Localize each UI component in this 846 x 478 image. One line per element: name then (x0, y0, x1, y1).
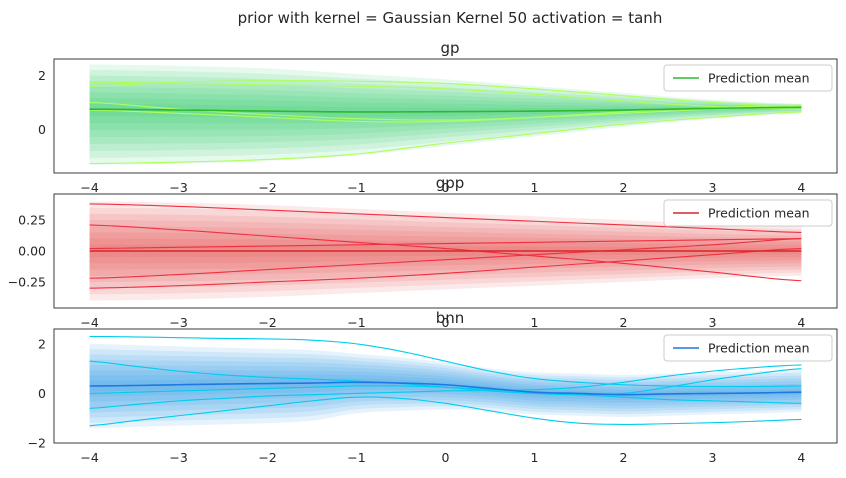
sample-curve (89, 81, 802, 110)
x-tick-label: 3 (708, 180, 716, 195)
confidence-band (89, 70, 802, 158)
prediction-mean-line (89, 381, 802, 396)
x-tick-label: 3 (708, 450, 716, 465)
y-axis-gp: 02 (38, 68, 46, 137)
y-axis-bnn: −2 0 2 (28, 336, 46, 450)
x-tick-label: 1 (531, 315, 539, 330)
sample-curve (89, 385, 802, 404)
y-tick-label: −2 (28, 436, 46, 451)
confidence-band (89, 349, 802, 423)
y-tick-label: 0.25 (18, 213, 46, 228)
x-tick-label: −4 (80, 180, 98, 195)
x-axis-bnn: −4 −3 −2 −1 0 1 2 3 4 (80, 450, 805, 465)
x-tick-label: 0 (442, 180, 450, 195)
x-tick-label: −3 (169, 450, 187, 465)
sample-curve (89, 238, 802, 250)
x-axis-gpp: −4 −3 −2 −1 0 1 2 3 4 (80, 315, 805, 330)
legend-box (663, 334, 833, 362)
confidence-band (89, 354, 802, 418)
plot-area-gpp (53, 193, 838, 309)
x-tick-label: −3 (169, 180, 187, 195)
sample-curve (89, 203, 802, 233)
sample-curve (89, 224, 802, 282)
confidence-band (89, 364, 802, 408)
confidence-band (89, 81, 802, 144)
y-tick-label: 0 (38, 122, 46, 137)
x-tick-label: −1 (347, 180, 365, 195)
legend-gpp: Prediction mean (663, 199, 833, 227)
x-axis-gp: −4 −3 −2 −1 0 1 2 3 4 (80, 180, 805, 195)
x-tick-label: 0 (442, 450, 450, 465)
subplot-bnn: bnn −2 0 2 −4 −3 −2 −1 0 1 2 3 4 Prediction mean (28, 309, 838, 465)
sample-curve (89, 335, 802, 388)
y-tick-label: 0 (38, 386, 46, 401)
x-tick-label: −4 (80, 450, 98, 465)
y-tick-label: 2 (38, 68, 46, 83)
subplot-gpp: gpp −0.25 0.00 0.25 −4 −3 −2 −1 0 1 2 3 4 Predicti… (8, 174, 838, 330)
x-tick-label: 4 (797, 180, 805, 195)
x-tick-label: −3 (169, 315, 187, 330)
x-tick-label: 4 (797, 315, 805, 330)
x-tick-label: 2 (619, 450, 627, 465)
figure-suptitle: prior with kernel = Gaussian Kernel 50 a… (238, 9, 663, 27)
axes-frame (53, 328, 838, 444)
x-tick-label: 2 (619, 180, 627, 195)
x-tick-label: −4 (80, 315, 98, 330)
confidence-band (89, 343, 802, 429)
plot-area-gp (53, 58, 838, 174)
y-tick-label: −0.25 (8, 274, 46, 289)
sample-curve (89, 364, 802, 409)
x-tick-label: 3 (708, 315, 716, 330)
x-tick-label: 2 (619, 315, 627, 330)
prediction-mean-line (89, 106, 802, 113)
confidence-band (89, 64, 802, 165)
confidence-band (89, 103, 802, 118)
x-tick-label: −1 (347, 315, 365, 330)
legend-label: Prediction mean (708, 71, 810, 86)
x-tick-label: −1 (347, 450, 365, 465)
subplot-gp: gp 02 −4 −3 −2 −1 0 1 2 3 4 Prediction mean (38, 39, 838, 195)
legend-label: Prediction mean (708, 341, 810, 356)
x-tick-label: −2 (258, 450, 276, 465)
plot-area-bnn (53, 328, 838, 444)
subplot-title-gpp: gpp (436, 174, 465, 192)
x-tick-label: 4 (797, 450, 805, 465)
subplot-title-gp: gp (440, 39, 459, 57)
legend-gp: Prediction mean (663, 64, 833, 92)
sample-curve (89, 238, 802, 279)
axes-frame (53, 58, 838, 174)
subplot-title-bnn: bnn (436, 309, 465, 327)
x-tick-label: −2 (258, 180, 276, 195)
x-tick-label: 1 (531, 180, 539, 195)
x-tick-label: 1 (531, 450, 539, 465)
legend-label: Prediction mean (708, 206, 810, 221)
axes-frame (53, 193, 838, 309)
confidence-band (89, 359, 802, 413)
legend-box (663, 199, 833, 227)
sample-curve (89, 111, 802, 165)
y-tick-label: 0.00 (18, 244, 46, 259)
confidence-band (89, 75, 802, 151)
sample-curve (89, 80, 802, 108)
y-axis-gpp: −0.25 0.00 0.25 (8, 213, 46, 290)
legend-bnn: Prediction mean (663, 334, 833, 362)
sample-curve (89, 396, 802, 427)
sample-curve (89, 247, 802, 289)
x-tick-label: 0 (442, 315, 450, 330)
legend-box (663, 64, 833, 92)
x-tick-label: −2 (258, 315, 276, 330)
y-tick-label: 2 (38, 336, 46, 351)
